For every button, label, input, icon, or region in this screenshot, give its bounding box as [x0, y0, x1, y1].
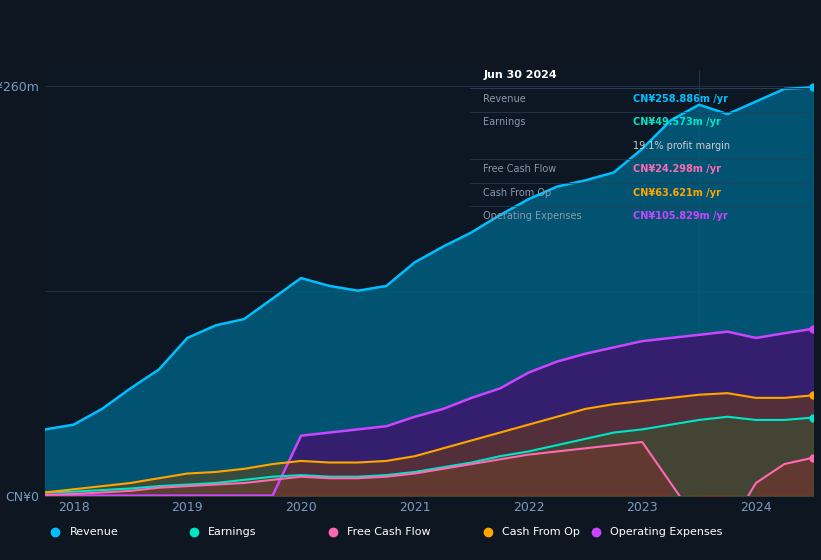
Text: Jun 30 2024: Jun 30 2024: [484, 70, 557, 80]
Text: CN¥258.886m /yr: CN¥258.886m /yr: [633, 94, 728, 104]
Text: Revenue: Revenue: [484, 94, 526, 104]
Text: Operating Expenses: Operating Expenses: [610, 527, 722, 537]
Text: Operating Expenses: Operating Expenses: [484, 211, 582, 221]
Text: Revenue: Revenue: [70, 527, 118, 537]
Text: Free Cash Flow: Free Cash Flow: [484, 164, 557, 174]
Text: Earnings: Earnings: [484, 117, 525, 127]
Text: 19.1% profit margin: 19.1% profit margin: [633, 141, 731, 151]
Text: CN¥105.829m /yr: CN¥105.829m /yr: [633, 211, 728, 221]
Text: Cash From Op: Cash From Op: [502, 527, 580, 537]
Text: CN¥24.298m /yr: CN¥24.298m /yr: [633, 164, 721, 174]
Text: Earnings: Earnings: [209, 527, 257, 537]
Text: CN¥63.621m /yr: CN¥63.621m /yr: [633, 188, 721, 198]
Text: CN¥49.573m /yr: CN¥49.573m /yr: [633, 117, 721, 127]
Text: Free Cash Flow: Free Cash Flow: [347, 527, 431, 537]
Text: Cash From Op: Cash From Op: [484, 188, 552, 198]
